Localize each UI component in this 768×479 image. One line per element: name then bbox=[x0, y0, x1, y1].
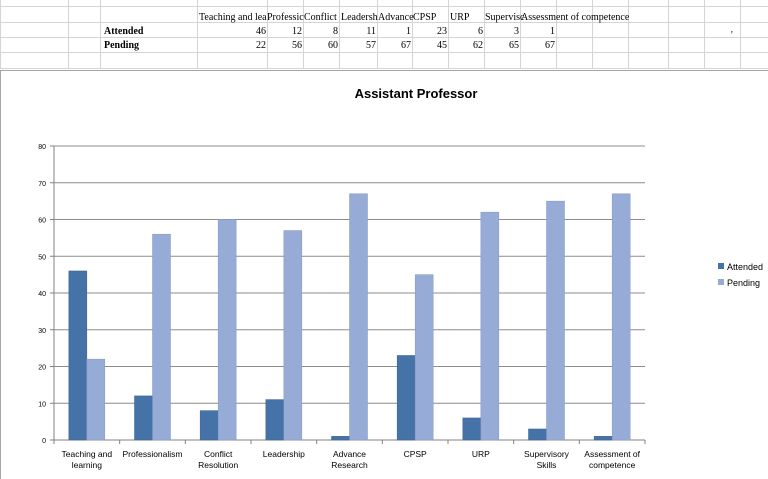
x-category-label: Leadership bbox=[263, 449, 305, 459]
legend-label: Pending bbox=[727, 278, 760, 288]
chart-title: Assistant Professor bbox=[355, 86, 478, 101]
x-category-label: Teaching and learning bbox=[62, 449, 113, 470]
sheet-value-cell[interactable]: 67 bbox=[401, 40, 411, 51]
sheet-value-cell[interactable]: 57 bbox=[366, 40, 376, 51]
sheet-header-cell[interactable]: Advance bbox=[378, 12, 414, 23]
y-tick-label: 50 bbox=[38, 254, 46, 261]
legend[interactable]: Attended Pending bbox=[718, 262, 763, 288]
bar-attended[interactable] bbox=[396, 355, 416, 441]
sheet-stray-mark: ' bbox=[731, 30, 733, 41]
sheet-row-label[interactable]: Attended bbox=[104, 26, 144, 37]
bar-pending[interactable] bbox=[414, 274, 434, 441]
sheet-value-cell[interactable]: 46 bbox=[256, 26, 266, 37]
bar-pending[interactable] bbox=[217, 219, 237, 441]
bar-pending[interactable] bbox=[480, 211, 500, 441]
y-tick-label: 0 bbox=[42, 438, 46, 445]
sheet-value-cell[interactable]: 1 bbox=[406, 26, 411, 37]
x-category-label: Assessment of competence bbox=[584, 449, 640, 470]
sheet-header-cell[interactable]: Professic bbox=[267, 12, 304, 23]
bar-pending[interactable] bbox=[349, 193, 368, 441]
bar-attended[interactable] bbox=[68, 270, 88, 441]
bar-attended[interactable] bbox=[199, 410, 219, 441]
legend-swatch bbox=[718, 263, 724, 269]
sheet-value-cell[interactable]: 67 bbox=[545, 40, 555, 51]
sheet-value-cell[interactable]: 65 bbox=[509, 40, 519, 51]
sheet-header-cell[interactable]: Supervisc bbox=[485, 12, 525, 23]
bar-pending[interactable] bbox=[86, 358, 106, 441]
sheet-value-cell[interactable]: 56 bbox=[292, 40, 302, 51]
y-tick-label: 30 bbox=[38, 328, 46, 335]
bar-chart: Assistant Professor 0 10 20 30 40 50 60 70 80 Teac… bbox=[0, 70, 768, 479]
bar-pending[interactable] bbox=[611, 193, 631, 441]
x-category-label: CPSP bbox=[404, 449, 427, 459]
sheet-value-cell[interactable]: 60 bbox=[328, 40, 338, 51]
bar-pending[interactable] bbox=[283, 230, 303, 441]
sheet-value-cell[interactable]: 12 bbox=[292, 26, 302, 37]
bar-attended[interactable] bbox=[331, 436, 350, 441]
sheet-value-cell[interactable]: 11 bbox=[366, 26, 376, 37]
chart-area[interactable]: Assistant Professor 0 10 20 30 40 50 60 70 80 Teac… bbox=[0, 70, 768, 479]
y-tick-label: 40 bbox=[38, 291, 46, 298]
y-tick-label: 10 bbox=[38, 401, 46, 408]
sheet-header-cell[interactable]: Assessment of competence bbox=[521, 12, 630, 23]
sheet-value-cell[interactable]: 62 bbox=[473, 40, 483, 51]
legend-swatch bbox=[718, 279, 724, 285]
bar-attended[interactable] bbox=[593, 436, 613, 441]
bar-attended[interactable] bbox=[528, 428, 547, 441]
sheet-header-cell[interactable]: Teaching and lea bbox=[199, 12, 267, 23]
sheet-header-cell[interactable]: Conflict bbox=[304, 12, 337, 23]
chart-border bbox=[0, 70, 768, 479]
y-tick-label: 60 bbox=[38, 218, 46, 225]
bar-pending[interactable] bbox=[546, 200, 565, 441]
sheet-value-cell[interactable]: 22 bbox=[256, 40, 266, 51]
sheet-value-cell[interactable]: 23 bbox=[437, 26, 447, 37]
bar-attended[interactable] bbox=[134, 395, 153, 441]
sheet-header-cell[interactable]: Leadersh bbox=[341, 12, 378, 23]
sheet-header-cell[interactable]: URP bbox=[450, 12, 470, 23]
sheet-value-cell[interactable]: 6 bbox=[478, 26, 483, 37]
bar-attended[interactable] bbox=[462, 417, 482, 441]
sheet-header-cell[interactable]: CPSP bbox=[413, 12, 437, 23]
bar-attended[interactable] bbox=[265, 399, 285, 441]
x-category-label: Advance Research bbox=[331, 449, 368, 470]
x-category-label: Professionalism bbox=[123, 449, 183, 459]
x-category-label: Supervisory Skills bbox=[524, 449, 570, 470]
sheet-value-cell[interactable]: 45 bbox=[437, 40, 447, 51]
sheet-value-cell[interactable]: 8 bbox=[333, 26, 338, 37]
sheet-value-cell[interactable]: 3 bbox=[514, 26, 519, 37]
y-tick-label: 20 bbox=[38, 365, 46, 372]
y-tick-label: 80 bbox=[38, 144, 46, 151]
sheet-value-cell[interactable]: 1 bbox=[550, 26, 555, 37]
y-tick-label: 70 bbox=[38, 181, 46, 188]
bar-pending[interactable] bbox=[152, 233, 171, 441]
x-category-label: URP bbox=[472, 449, 490, 459]
x-category-label: Conflict Resolution bbox=[198, 449, 238, 470]
sheet-row-label[interactable]: Pending bbox=[104, 40, 139, 51]
legend-label: Attended bbox=[727, 262, 763, 272]
